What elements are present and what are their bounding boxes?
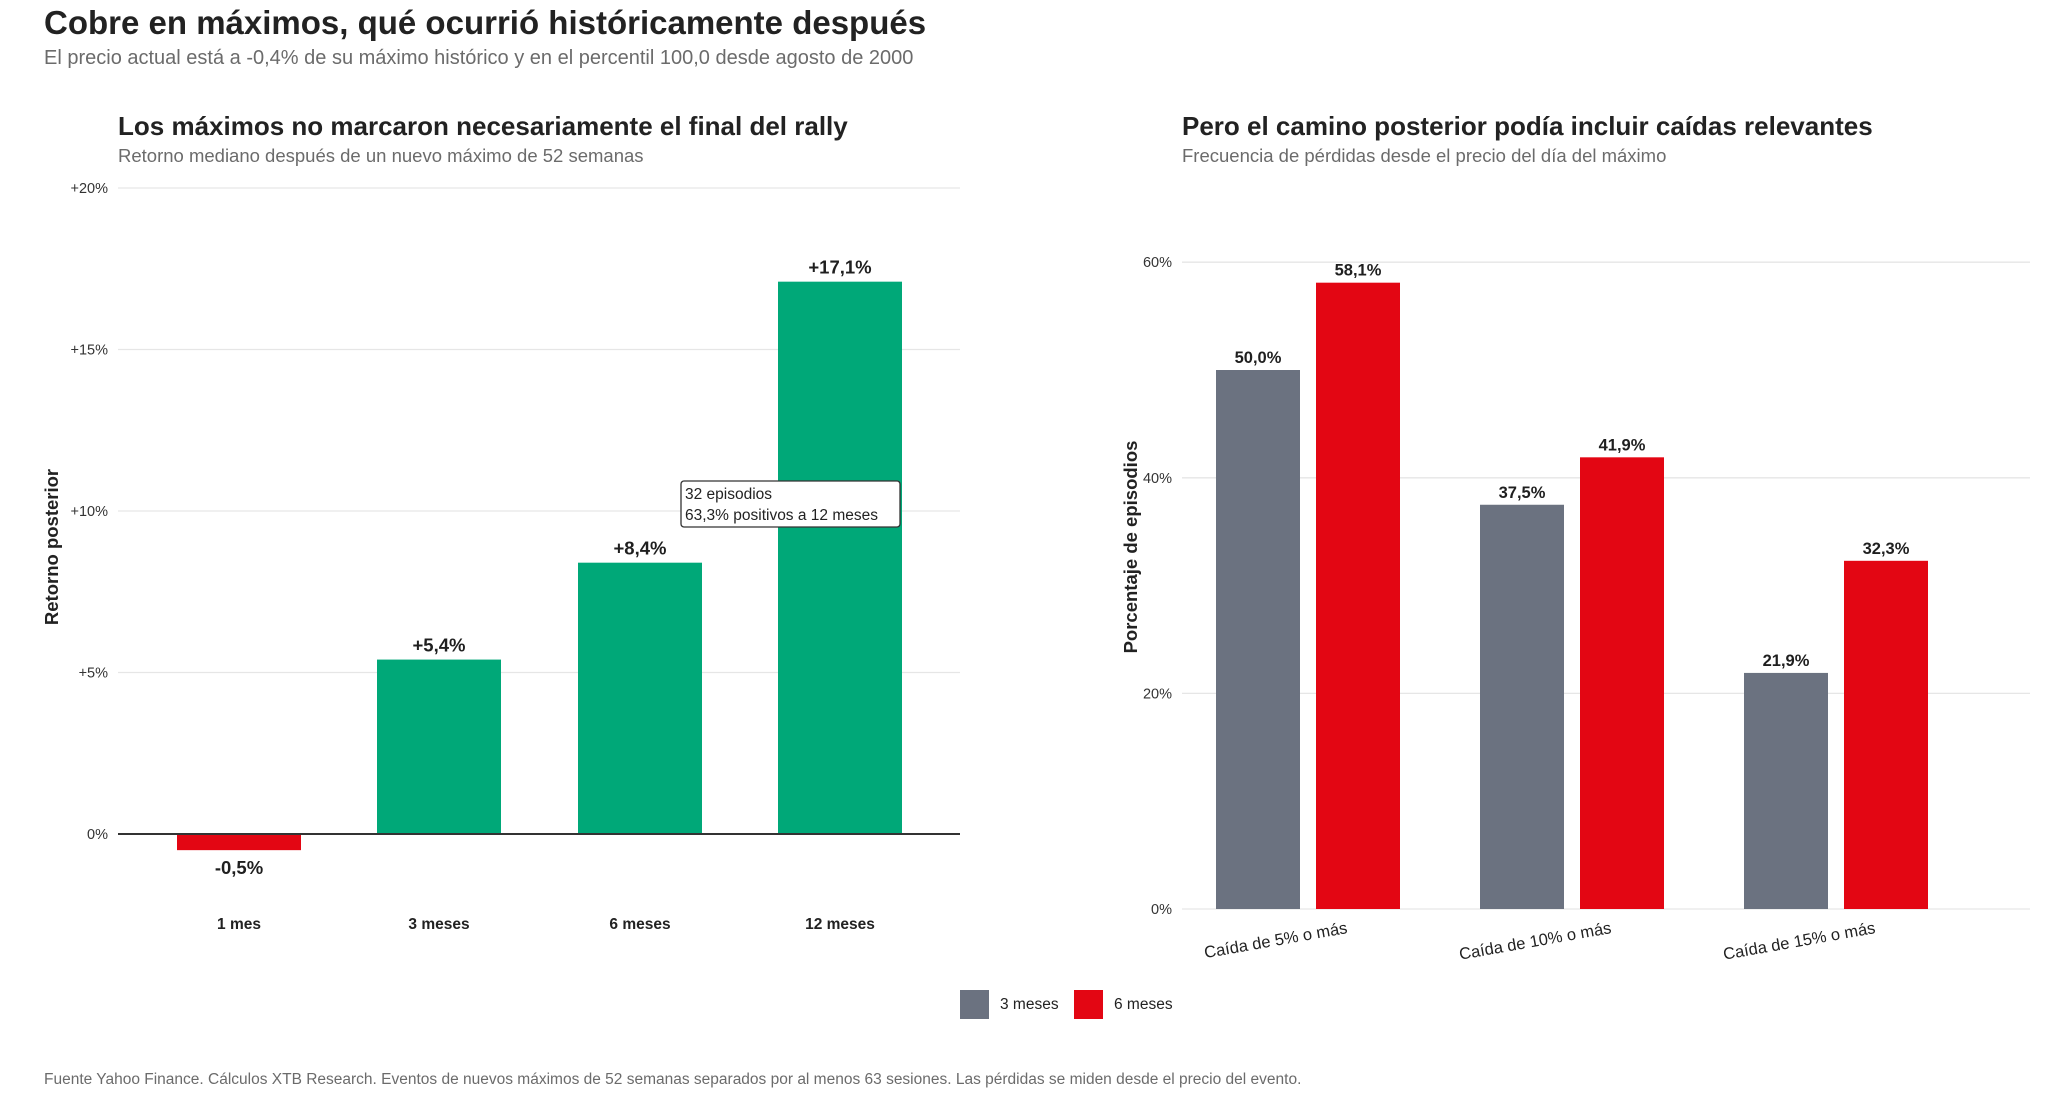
right-bar	[1844, 560, 1928, 909]
right-bar	[1744, 672, 1828, 909]
right-y-tick-label: 20%	[1143, 686, 1172, 702]
right-y-axis-label: Porcentaje de episodios	[1120, 441, 1141, 654]
left-y-tick-label: +10%	[71, 504, 109, 520]
right-bar-value-label: 50,0%	[1235, 349, 1282, 367]
legend-swatch-3-meses	[960, 990, 989, 1019]
main-title: Cobre en máximos, qué ocurrió históricam…	[44, 4, 927, 41]
right-bar	[1580, 457, 1664, 909]
right-y-tick-label: 60%	[1143, 255, 1172, 271]
left-bar	[177, 834, 301, 851]
legend-label-3-meses: 3 meses	[1000, 995, 1059, 1013]
left-bar-value-label: +17,1%	[808, 257, 871, 278]
footer-note: Fuente Yahoo Finance. Cálculos XTB Resea…	[44, 1071, 1302, 1088]
right-x-tick-label: Caída de 5% o más	[1203, 919, 1349, 962]
right-y-tick-label: 0%	[1151, 902, 1172, 918]
annotation-line: 32 episodios	[685, 486, 772, 503]
main-subtitle: El precio actual está a -0,4% de su máxi…	[44, 47, 914, 69]
right-chart-subtitle: Frecuencia de pérdidas desde el precio d…	[1182, 145, 1667, 166]
legend-item-6-meses: 6 meses	[1074, 990, 1173, 1019]
right-bar	[1480, 504, 1564, 909]
left-y-tick-label: +20%	[71, 181, 109, 197]
legend-item-3-meses: 3 meses	[960, 990, 1059, 1019]
right-bar	[1216, 370, 1300, 909]
left-y-tick-label: +15%	[71, 343, 109, 359]
legend-label-6-meses: 6 meses	[1114, 995, 1173, 1013]
left-bar-value-label: +8,4%	[614, 538, 667, 559]
left-chart-subtitle: Retorno mediano después de un nuevo máxi…	[118, 145, 644, 166]
left-x-tick-label: 6 meses	[609, 916, 670, 933]
right-x-tick-label: Caída de 10% o más	[1458, 919, 1613, 963]
right-x-tick-label: Caída de 15% o más	[1722, 919, 1877, 963]
left-x-tick-label: 3 meses	[408, 916, 469, 933]
annotation-box	[680, 480, 901, 528]
right-chart-title: Pero el camino posterior podía incluir c…	[1182, 111, 1873, 141]
left-bar-value-label: +5,4%	[413, 635, 466, 656]
annotation-line: 63,3% positivos a 12 meses	[685, 507, 878, 524]
left-x-tick-label: 1 mes	[217, 916, 261, 933]
right-y-tick-label: 40%	[1143, 471, 1172, 487]
left-y-axis-label: Retorno posterior	[41, 469, 62, 625]
left-chart-title: Los máximos no marcaron necesariamente e…	[118, 111, 848, 141]
left-bar-value-label: -0,5%	[215, 857, 263, 878]
right-bar	[1316, 282, 1400, 909]
right-bar-value-label: 41,9%	[1599, 436, 1646, 454]
right-bar-value-label: 21,9%	[1763, 652, 1810, 670]
legend-swatch-6-meses	[1074, 990, 1103, 1019]
left-bar	[778, 281, 902, 834]
left-x-tick-label: 12 meses	[805, 916, 875, 933]
right-bar-value-label: 37,5%	[1499, 484, 1546, 502]
right-bar-value-label: 58,1%	[1335, 262, 1382, 280]
left-y-tick-label: 0%	[87, 827, 108, 843]
left-y-tick-label: +5%	[79, 666, 109, 682]
left-bar	[377, 659, 501, 834]
left-bar	[578, 562, 702, 834]
right-bar-value-label: 32,3%	[1863, 540, 1910, 558]
